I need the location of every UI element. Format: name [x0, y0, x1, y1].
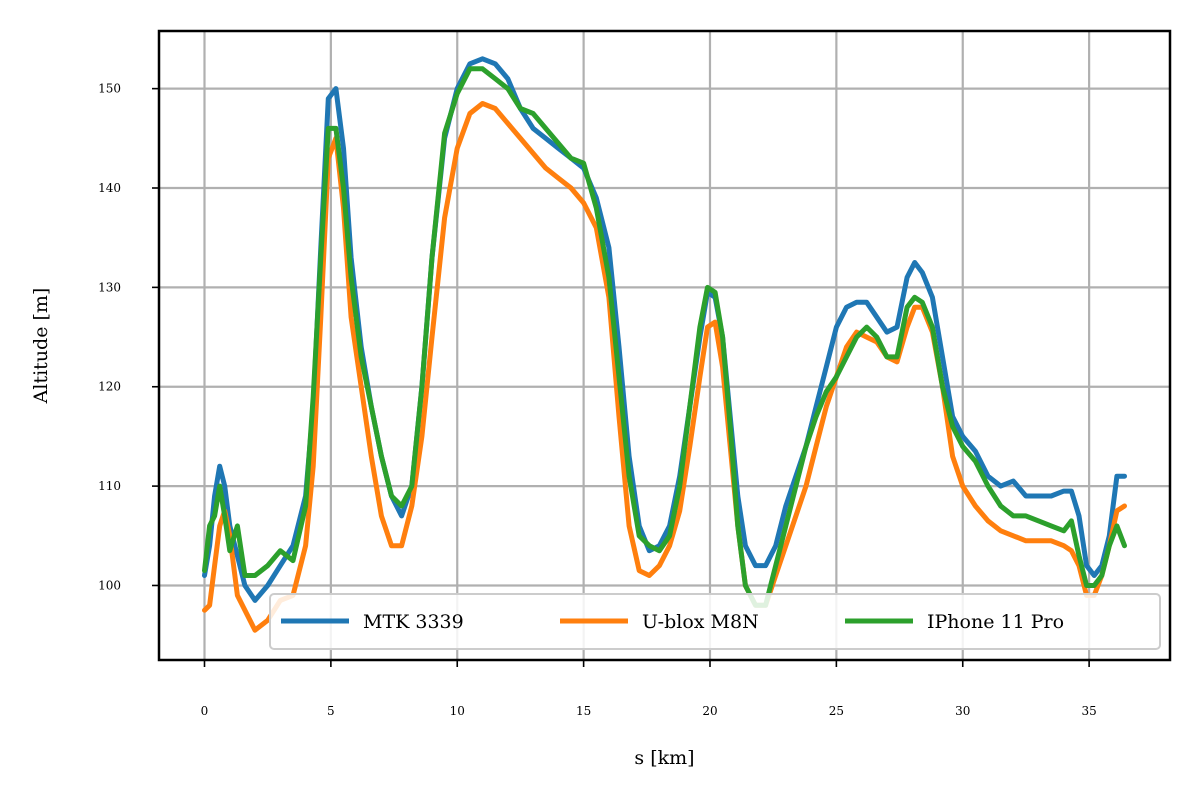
- plot-frame: [157, 29, 1172, 662]
- x-axis-label: s [km]: [634, 747, 694, 769]
- y-tick-label: 150: [98, 82, 121, 96]
- y-tick-label: 120: [98, 380, 121, 394]
- x-tick-label: 0: [201, 704, 209, 718]
- axis-ticks: 0 5 10 15 20 25 30 35 100 110 120 130 140 150: [98, 82, 1097, 718]
- series-line-u-blox-m8n: [202, 101, 1127, 633]
- x-tick-label: 35: [1081, 704, 1096, 718]
- grid: [159, 31, 1170, 660]
- x-tick-label: 10: [450, 704, 465, 718]
- legend-label: IPhone 11 Pro: [927, 611, 1064, 633]
- y-tick-label: 110: [98, 479, 121, 493]
- legend: MTK 3339 U-blox M8N IPhone 11 Pro: [269, 593, 1161, 650]
- x-tick-label: 30: [955, 704, 970, 718]
- series-lines: [202, 56, 1127, 633]
- x-tick-label: 5: [327, 704, 335, 718]
- x-tick-label: 15: [576, 704, 591, 718]
- x-tick-label: 25: [829, 704, 844, 718]
- x-tick-label: 20: [702, 704, 717, 718]
- y-tick-label: 130: [98, 280, 121, 294]
- legend-label: U-blox M8N: [642, 611, 759, 633]
- series-line-iphone-11-pro: [202, 66, 1127, 608]
- legend-box: [269, 593, 1161, 650]
- y-tick-label: 100: [98, 578, 121, 592]
- legend-label: MTK 3339: [363, 611, 464, 633]
- y-axis-label: Altitude [m]: [30, 288, 52, 405]
- y-tick-label: 140: [98, 181, 121, 195]
